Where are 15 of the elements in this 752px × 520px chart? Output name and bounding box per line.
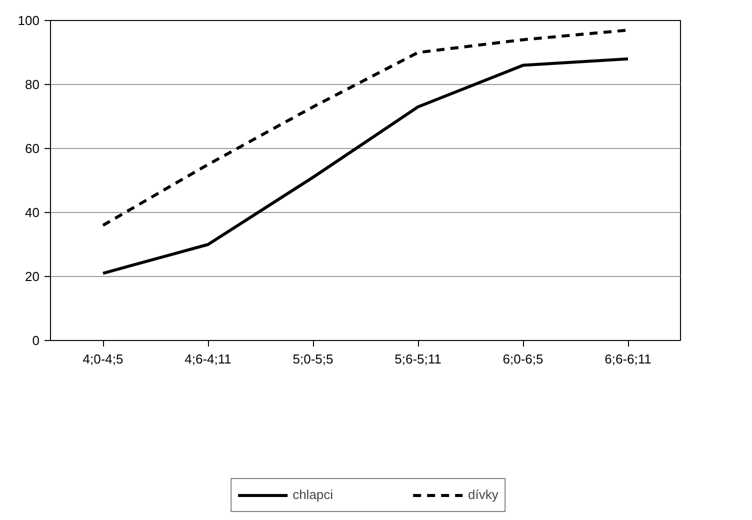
x-tick-label: 4;6-4;11	[184, 352, 232, 366]
y-tick-label: 20	[25, 269, 40, 284]
y-tick-label: 80	[25, 77, 40, 92]
y-tick-label: 60	[25, 141, 40, 156]
line-series	[102, 57, 630, 275]
legend-label: chlapci	[292, 487, 334, 502]
x-tick-label: 6;6-6;11	[604, 352, 652, 366]
legend-label: dívky	[468, 487, 498, 502]
y-tick-label: 40	[25, 205, 40, 220]
x-tick-label: 6;0-6;5	[502, 352, 544, 366]
x-tick-label: 5;6-5;11	[394, 352, 442, 366]
x-tick-label: 4;0-4;5	[82, 352, 124, 366]
y-tick-label: 100	[18, 13, 40, 28]
x-tick-label: 5;0-5;5	[292, 352, 334, 366]
y-tick-label: 0	[32, 333, 40, 348]
